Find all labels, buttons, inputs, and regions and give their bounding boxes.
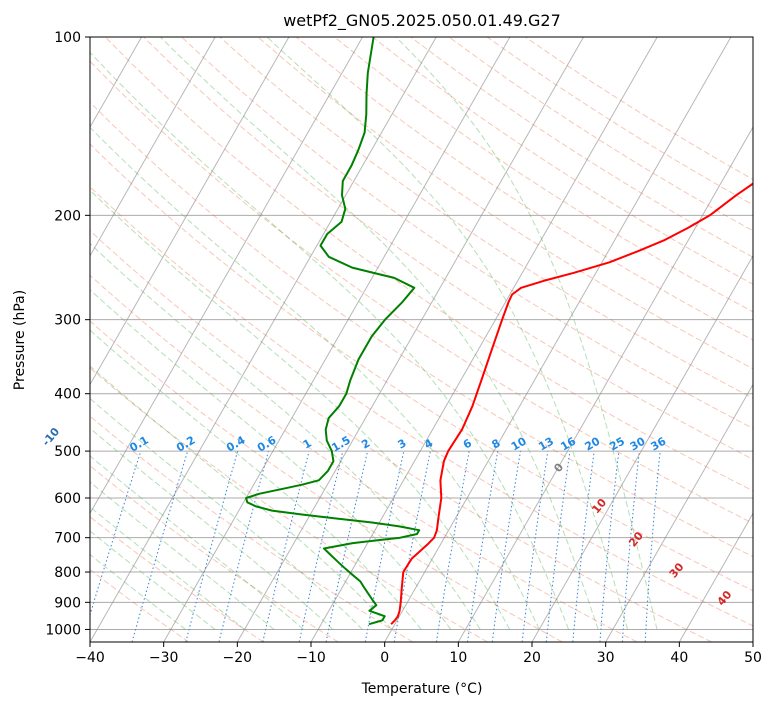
moist-adiabat-line [266,37,629,630]
dry-adiabat-line [90,143,753,592]
mixing-ratio-line [298,450,344,642]
x-tick-label: −10 [296,650,326,666]
dry-adiabat-line [90,229,712,642]
isotherm-gridline [752,640,753,642]
dry-adiabat-line [257,37,753,370]
mixing-ratio-line [131,450,189,642]
profile-lines [245,37,753,626]
reference-lines [0,37,753,642]
mixing-ratio-line [545,451,571,642]
mixing-ratio-line [599,451,620,642]
moist-adiabat-line [90,506,245,630]
mixing-ratio-line [262,450,310,642]
isotherm-gridline [163,37,511,642]
y-tick-label: 1000 [45,622,81,638]
y-axis-label: Pressure (hPa) [12,290,28,390]
y-tick-label: 800 [54,565,81,581]
isotherm-gridline [531,254,753,642]
moist-adiabat-line [395,37,658,630]
dry-adiabat-line [334,37,753,313]
moist-adiabat-line [90,329,422,630]
dry-adiabat-line [181,37,753,429]
x-tick-label: 50 [744,650,762,666]
moist-adiabat-line [90,365,393,630]
y-tick-label: 700 [54,531,81,547]
moist-adiabat-line [160,37,599,630]
x-tick-label: −40 [75,650,105,666]
dry-adiabat-line [90,367,488,642]
plot-background [90,37,753,642]
isotherm-gridline [457,126,753,642]
moist-adiabat-line [90,189,511,630]
isotherm-gridline [678,512,753,642]
isotherm-gridline [90,37,364,515]
y-tick-label: 100 [54,30,81,46]
dry-adiabat-line [90,568,190,642]
dry-adiabat-line [90,516,264,642]
dry-adiabat-line [90,186,753,627]
x-tick-label: −30 [149,650,179,666]
isotherm-gridline [90,37,216,257]
mixing-ratio-line [467,451,499,642]
moist-adiabat-line [90,530,216,630]
isotherm-gridline [90,37,290,386]
dewpoint-profile-line [245,37,421,626]
dry-adiabat-line [90,60,753,524]
moist-adiabat-line [90,427,334,630]
dry-adiabat-line [90,320,563,642]
y-tick-label: 200 [54,208,81,224]
x-tick-label: 40 [670,650,688,666]
mixing-ratio-line [491,451,521,642]
reference-labels: -100-90-80-70-60-50-40-30-20-10010203040… [40,425,735,608]
mixing-ratio-line [325,450,369,642]
dry-adiabat-line [90,465,339,642]
moist-adiabat-line [90,397,363,630]
y-tick-label: 900 [54,595,81,611]
moist-adiabat-line [90,553,186,630]
x-tick-label: 30 [597,650,615,666]
moist-adiabat-line [90,126,540,630]
temperature-profile-line [390,182,753,625]
dry-adiabat-line [90,274,638,642]
moist-adiabat-line [90,455,304,630]
axis-ticks: −40 −30 −20 −10 0 10 20 30 40 50 100 200 300 400 500 60… [45,30,762,666]
plot-frame [89,36,754,643]
x-tick-label: 10 [449,650,467,666]
y-tick-label: 600 [54,491,81,507]
y-tick-label: 500 [54,444,81,460]
dry-adiabat-line [104,37,753,492]
mixing-ratio-line [185,450,239,642]
moist-adiabat-line [90,481,275,630]
y-tick-label: 300 [54,313,81,329]
isotherm-gridline [605,383,753,642]
dry-adiabat-line [90,415,414,642]
isotherm-gridline [90,37,437,642]
mixing-ratio-line [621,451,640,642]
isotherm-gridline [384,37,732,642]
mixing-ratio-line [572,451,595,642]
isotherm-gridline [0,37,68,642]
y-tick-label: 400 [54,387,81,403]
x-tick-label: 0 [380,650,389,666]
dry-adiabat-line [90,101,753,558]
x-tick-label: −20 [223,650,253,666]
isotherm-gridline [236,37,585,642]
moist-adiabat-line [90,242,481,630]
chart-title: wetPf2_GN05.2025.050.01.49.G27 [283,11,561,31]
x-tick-label: 20 [523,650,541,666]
moist-adiabat-line [90,289,452,630]
mixing-ratio-line [521,451,549,642]
x-axis-label: Temperature (°C) [361,681,483,697]
moist-adiabat-line [90,51,570,630]
